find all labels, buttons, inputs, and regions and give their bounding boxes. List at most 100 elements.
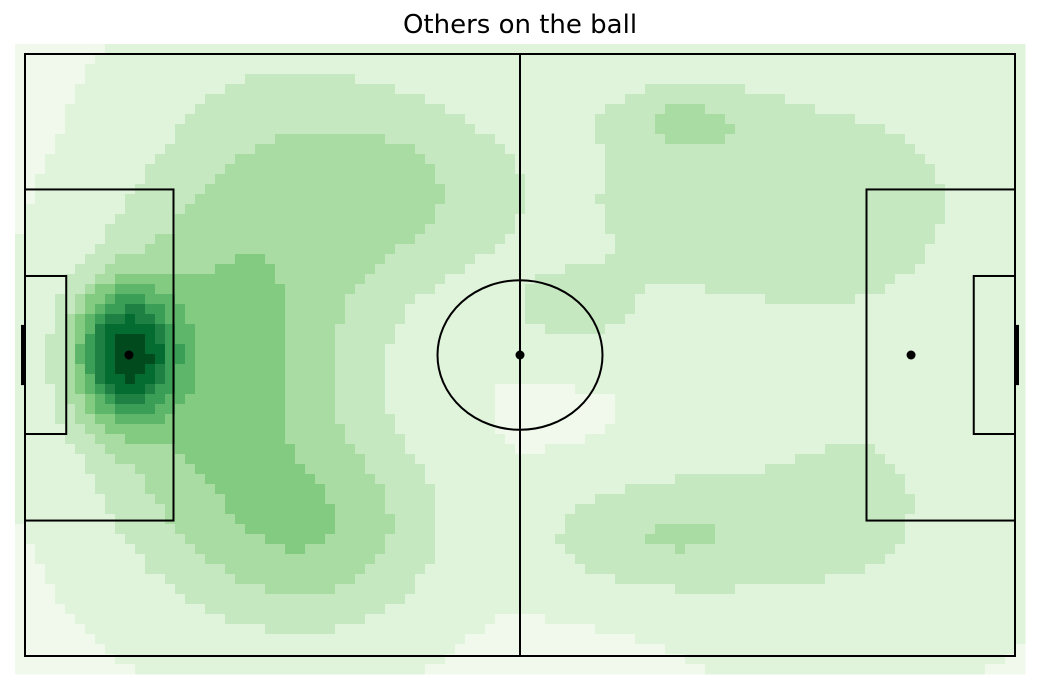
- density-cell: [405, 464, 416, 475]
- density-cell: [345, 54, 356, 65]
- density-cell: [185, 354, 196, 365]
- density-cell: [1005, 84, 1016, 95]
- density-cell: [135, 174, 146, 185]
- density-cell: [585, 214, 596, 225]
- density-cell: [655, 354, 666, 365]
- density-cell: [865, 224, 876, 235]
- density-cell: [645, 514, 656, 525]
- density-cell: [935, 204, 946, 215]
- density-cell: [375, 44, 386, 55]
- density-cell: [215, 394, 226, 405]
- density-cell: [105, 154, 116, 165]
- density-cell: [715, 214, 726, 225]
- density-cell: [1015, 284, 1026, 295]
- density-cell: [715, 284, 726, 295]
- density-cell: [375, 334, 386, 345]
- density-cell: [495, 154, 506, 165]
- density-cell: [675, 84, 686, 95]
- density-cell: [165, 144, 176, 155]
- density-cell: [805, 124, 816, 135]
- density-cell: [235, 224, 246, 235]
- density-cell: [85, 294, 96, 305]
- density-cell: [775, 334, 786, 345]
- density-cell: [585, 264, 596, 275]
- density-cell: [215, 224, 226, 235]
- density-cell: [415, 204, 426, 215]
- density-cell: [385, 114, 396, 125]
- density-cell: [155, 234, 166, 245]
- density-cell: [795, 194, 806, 205]
- density-cell: [355, 284, 366, 295]
- density-cell: [135, 394, 146, 405]
- density-cell: [905, 324, 916, 335]
- density-cell: [105, 94, 116, 105]
- density-cell: [225, 394, 236, 405]
- density-cell: [485, 334, 496, 345]
- density-cell: [965, 444, 976, 455]
- density-cell: [405, 184, 416, 195]
- density-cell: [35, 154, 46, 165]
- density-cell: [385, 444, 396, 455]
- density-cell: [955, 94, 966, 105]
- density-cell: [685, 424, 696, 435]
- density-cell: [295, 484, 306, 495]
- density-cell: [735, 474, 746, 485]
- density-cell: [815, 374, 826, 385]
- density-cell: [395, 294, 406, 305]
- density-cell: [955, 304, 966, 315]
- density-cell: [825, 224, 836, 235]
- density-cell: [205, 154, 216, 165]
- density-cell: [15, 124, 26, 135]
- density-cell: [15, 104, 26, 115]
- density-cell: [395, 344, 406, 355]
- density-cell: [775, 174, 786, 185]
- density-cell: [475, 444, 486, 455]
- density-cell: [445, 124, 456, 135]
- density-cell: [315, 134, 326, 145]
- density-cell: [605, 224, 616, 235]
- density-cell: [125, 54, 136, 65]
- density-cell: [395, 94, 406, 105]
- density-cell: [385, 254, 396, 265]
- density-cell: [665, 524, 676, 535]
- density-cell: [955, 234, 966, 245]
- density-cell: [925, 474, 936, 485]
- density-cell: [85, 114, 96, 125]
- density-cell: [65, 174, 76, 185]
- density-cell: [555, 334, 566, 345]
- density-cell: [575, 124, 586, 135]
- density-cell: [885, 94, 896, 105]
- density-cell: [625, 54, 636, 65]
- density-cell: [985, 114, 996, 125]
- density-cell: [545, 214, 556, 225]
- density-cell: [775, 214, 786, 225]
- density-cell: [285, 254, 296, 265]
- density-cell: [415, 104, 426, 115]
- density-cell: [275, 464, 286, 475]
- density-cell: [45, 234, 56, 245]
- density-cell: [145, 224, 156, 235]
- density-cell: [775, 404, 786, 415]
- density-cell: [535, 314, 546, 325]
- density-cell: [95, 244, 106, 255]
- density-cell: [215, 84, 226, 95]
- density-cell: [385, 104, 396, 115]
- density-cell: [825, 434, 836, 445]
- density-cell: [665, 424, 676, 435]
- density-cell: [335, 484, 346, 495]
- density-cell: [305, 484, 316, 495]
- density-cell: [425, 374, 436, 385]
- density-cell: [425, 64, 436, 75]
- density-cell: [345, 264, 356, 275]
- density-cell: [855, 404, 866, 415]
- density-cell: [375, 194, 386, 205]
- density-cell: [245, 144, 256, 155]
- density-cell: [545, 204, 556, 215]
- density-cell: [305, 144, 316, 155]
- density-cell: [215, 114, 226, 125]
- density-cell: [945, 374, 956, 385]
- density-cell: [565, 494, 576, 505]
- density-cell: [215, 54, 226, 65]
- density-cell: [735, 104, 746, 115]
- density-cell: [625, 294, 636, 305]
